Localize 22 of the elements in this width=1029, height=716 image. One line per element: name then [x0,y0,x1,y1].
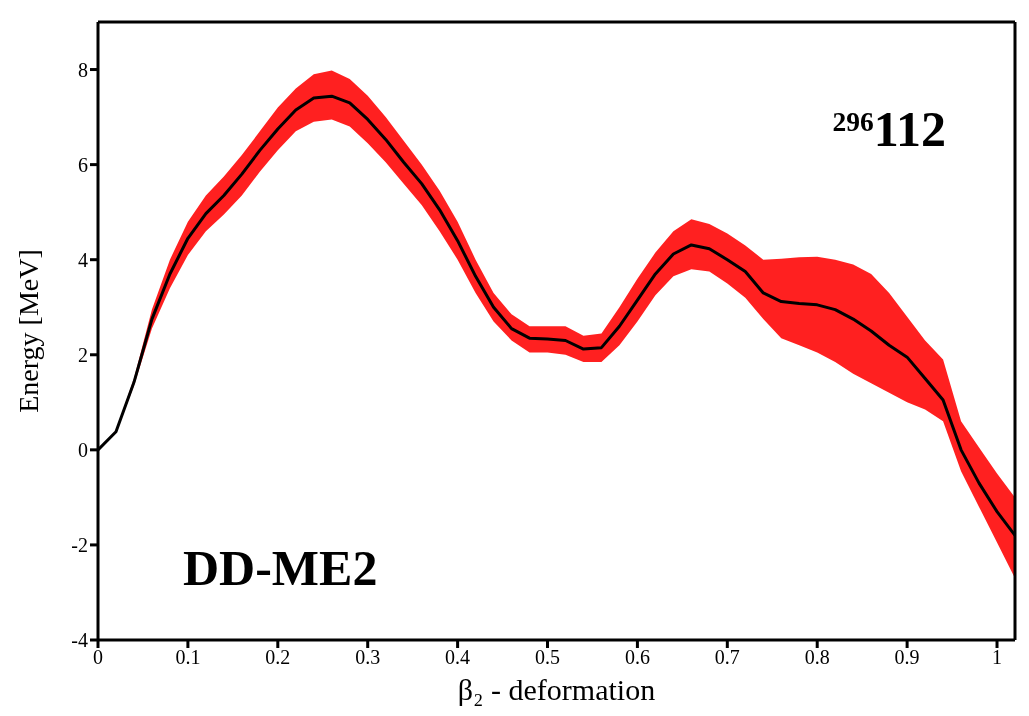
x-tick-label: 1 [992,646,1003,669]
y-tick-label: 0 [78,438,88,461]
y-tick-label: 8 [78,58,88,81]
x-tick-label: 0.3 [355,646,381,669]
x-tick-label: 0.4 [445,646,471,669]
y-tick-label: 6 [78,153,88,176]
x-tick-label: 0.6 [624,646,650,669]
annotation: $^{296}$112 [832,101,946,157]
y-tick-label: 2 [78,343,88,366]
y-axis-title: Energy [MeV] [12,249,44,413]
y-tick-label: 4 [78,248,88,271]
x-tick-label: 0 [93,646,103,669]
x-tick-label: 0.7 [714,646,740,669]
annotation: DD-ME2 [183,540,378,596]
y-tick-label: -2 [71,534,88,557]
x-tick-label: 0.2 [265,646,291,669]
x-tick-label: 0.5 [535,646,561,669]
x-axis-title: β₂ - deformation [457,673,656,706]
x-tick-label: 0.1 [175,646,201,669]
x-tick-label: 0.8 [804,646,830,669]
x-tick-label: 0.9 [894,646,920,669]
y-tick-label: -4 [71,629,88,652]
